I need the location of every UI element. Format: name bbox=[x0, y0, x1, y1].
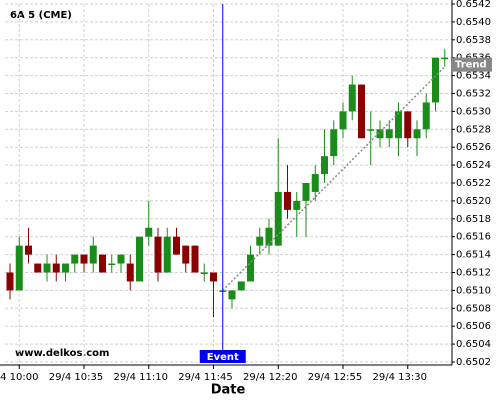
trend-label: Trend bbox=[455, 60, 487, 71]
candle-body bbox=[376, 129, 384, 139]
candle-body bbox=[422, 102, 430, 130]
candle-body bbox=[71, 254, 79, 264]
candle-body bbox=[34, 263, 42, 273]
y-tick-label: 0.6522 bbox=[456, 178, 491, 189]
candle-body bbox=[182, 245, 190, 264]
candle-body bbox=[339, 111, 347, 130]
x-tick-label: 29/4 12:55 bbox=[308, 372, 362, 383]
event-label: Event bbox=[207, 352, 239, 363]
candle-body bbox=[163, 236, 171, 273]
y-tick-label: 0.6526 bbox=[456, 142, 491, 153]
candle-body bbox=[256, 236, 264, 246]
y-tick-label: 0.6538 bbox=[456, 35, 491, 46]
candle-body bbox=[302, 183, 310, 201]
candle-body bbox=[441, 57, 449, 60]
candle-body bbox=[25, 245, 32, 255]
y-tick-label: 0.6540 bbox=[456, 17, 491, 28]
candle-body bbox=[432, 57, 439, 103]
y-tick-label: 0.6514 bbox=[456, 250, 491, 261]
x-tick-label: 29/4 11:45 bbox=[178, 372, 232, 383]
candle-body bbox=[52, 263, 60, 273]
candle-body bbox=[210, 272, 217, 282]
candle-body bbox=[191, 245, 199, 273]
candle-body bbox=[6, 272, 14, 291]
candle-body bbox=[395, 111, 402, 139]
candle-body bbox=[265, 227, 273, 246]
event-label-box bbox=[199, 350, 246, 363]
y-tick-label: 0.6512 bbox=[456, 268, 491, 279]
y-tick-label: 0.6502 bbox=[456, 357, 491, 368]
candle-body bbox=[200, 272, 208, 274]
y-tick-label: 0.6518 bbox=[456, 214, 491, 225]
candle-body bbox=[62, 263, 69, 273]
candle-body bbox=[274, 191, 282, 246]
y-tick-label: 0.6524 bbox=[456, 160, 491, 171]
candle-body bbox=[99, 254, 106, 273]
candle-body bbox=[80, 254, 88, 264]
x-tick-label: 29/4 13:30 bbox=[373, 372, 427, 383]
candle-body bbox=[330, 129, 338, 157]
x-tick-label: 29/4 12:20 bbox=[243, 372, 297, 383]
candle-body bbox=[89, 245, 97, 264]
y-tick-label: 0.6516 bbox=[456, 232, 491, 243]
candle-body bbox=[43, 263, 51, 273]
y-tick-label: 0.6528 bbox=[456, 124, 491, 135]
candle-body bbox=[173, 236, 180, 255]
candle-body bbox=[228, 290, 236, 300]
candle-body bbox=[15, 245, 23, 291]
y-tick-label: 0.6506 bbox=[456, 321, 491, 332]
candle-body bbox=[385, 129, 393, 139]
y-tick-label: 0.6520 bbox=[456, 196, 491, 207]
y-tick-label: 0.6532 bbox=[456, 89, 491, 100]
candle-body bbox=[404, 111, 412, 139]
candle-body bbox=[247, 254, 254, 282]
x-tick-label: 29/4 11:10 bbox=[114, 372, 168, 383]
y-tick-label: 0.6508 bbox=[456, 303, 491, 314]
y-tick-label: 0.6542 bbox=[456, 0, 491, 10]
candle-body bbox=[413, 129, 421, 139]
candle-body bbox=[311, 174, 319, 192]
candle-body bbox=[348, 84, 356, 112]
candle-body bbox=[145, 227, 153, 237]
candle-body bbox=[367, 129, 375, 131]
x-tick-label: 29/4 10:35 bbox=[49, 372, 103, 383]
candle-body bbox=[154, 236, 162, 273]
y-tick-label: 0.6504 bbox=[456, 339, 491, 350]
candle-body bbox=[126, 263, 134, 282]
y-tick-label: 0.6534 bbox=[456, 71, 491, 82]
candle-body bbox=[358, 84, 365, 139]
candle-body bbox=[136, 236, 143, 282]
chart-title: 6A 5 (CME) bbox=[10, 10, 72, 21]
x-tick-label: 29/4 10:00 bbox=[0, 372, 38, 383]
watermark: www.delkos.com bbox=[15, 348, 109, 359]
y-tick-label: 0.6510 bbox=[456, 285, 491, 296]
trend-label-box bbox=[452, 57, 492, 72]
candle-body bbox=[321, 156, 328, 175]
y-tick-label: 0.6530 bbox=[456, 106, 491, 117]
candle-body bbox=[108, 263, 116, 266]
trend-line bbox=[222, 66, 446, 291]
x-axis-title: Date bbox=[211, 383, 246, 398]
candle-body bbox=[284, 191, 291, 210]
candle-body bbox=[293, 200, 301, 210]
candle-body bbox=[237, 281, 245, 291]
candle-body bbox=[117, 254, 125, 264]
